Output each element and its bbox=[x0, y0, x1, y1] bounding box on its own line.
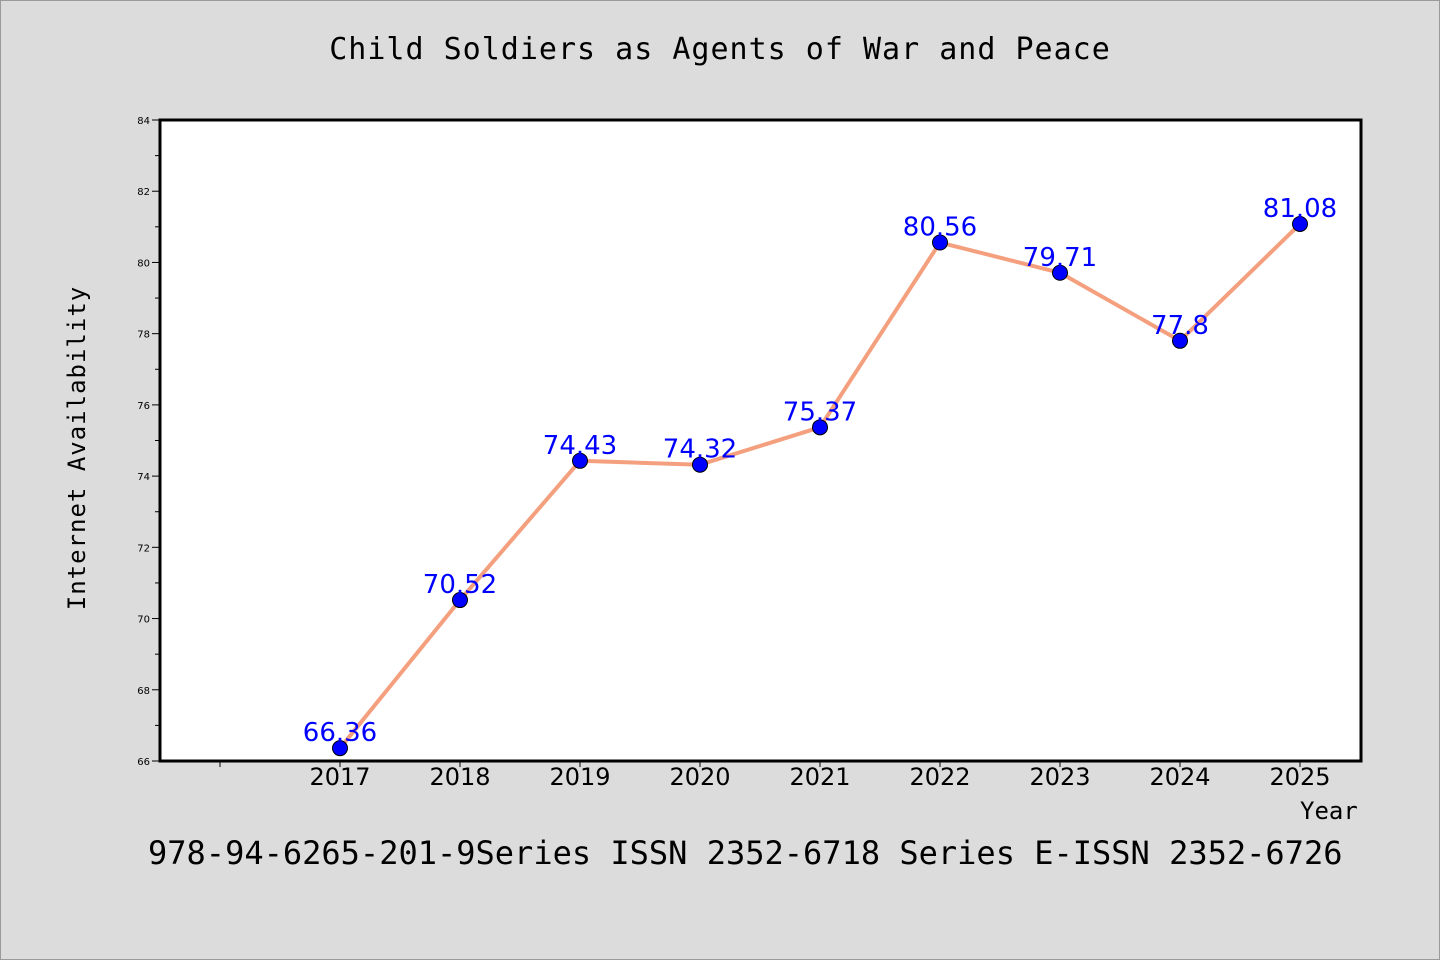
y-tick-label: 70 bbox=[137, 615, 150, 626]
data-point bbox=[1172, 332, 1188, 349]
x-tick-label: 2017 bbox=[309, 763, 370, 791]
x-axis-label: Year bbox=[1300, 797, 1358, 825]
data-point bbox=[452, 592, 468, 609]
data-point bbox=[572, 452, 588, 469]
x-tick-label: 2024 bbox=[1149, 763, 1210, 791]
y-tick-label: 78 bbox=[137, 330, 150, 341]
data-point bbox=[1052, 264, 1068, 281]
data-point bbox=[1292, 215, 1308, 232]
y-tick-label: 68 bbox=[137, 686, 150, 697]
x-tick-label: 2022 bbox=[909, 763, 970, 791]
y-tick-label: 76 bbox=[137, 401, 150, 412]
x-tick-label: 2020 bbox=[669, 763, 730, 791]
data-label: 74.32 bbox=[663, 435, 737, 465]
y-tick-label: 74 bbox=[137, 472, 150, 483]
plot-area bbox=[158, 118, 1363, 763]
y-tick-label: 84 bbox=[137, 116, 150, 127]
footer-note: 978-94-6265-201-9Series ISSN 2352-6718 S… bbox=[148, 834, 1343, 872]
data-label: 81.08 bbox=[1263, 194, 1337, 224]
y-axis: 66 68 70 72 74 76 78 80 82 84 bbox=[137, 116, 160, 768]
data-label: 77.8 bbox=[1151, 311, 1209, 341]
data-label: 74.43 bbox=[543, 431, 617, 461]
y-tick-label: 66 bbox=[137, 757, 150, 768]
x-tick-label: 2018 bbox=[429, 763, 490, 791]
data-label: 66.36 bbox=[303, 718, 377, 748]
series-points-group bbox=[332, 215, 1308, 757]
x-tick-label: 2023 bbox=[1029, 763, 1090, 791]
data-point bbox=[812, 419, 828, 436]
data-point bbox=[932, 234, 948, 251]
data-point bbox=[692, 456, 708, 473]
x-tick-label: 2019 bbox=[549, 763, 610, 791]
data-point bbox=[332, 740, 348, 757]
data-label: 70.52 bbox=[423, 570, 497, 600]
data-label: 80.56 bbox=[903, 213, 977, 243]
x-tick-label: 2021 bbox=[789, 763, 850, 791]
x-axis: 2017 2018 2019 2020 2021 2022 2023 2024 2025 bbox=[219, 761, 1331, 791]
x-tick-label: 2025 bbox=[1269, 763, 1330, 791]
y-tick-label: 80 bbox=[137, 258, 150, 269]
y-tick-label: 72 bbox=[137, 543, 150, 554]
data-label: 75.37 bbox=[783, 397, 857, 427]
chart-title: Child Soldiers as Agents of War and Peac… bbox=[329, 32, 1111, 67]
data-label: 79.71 bbox=[1023, 243, 1097, 273]
data-labels-group: 66.36 70.52 74.43 74.32 75.37 80.56 79.71 77.8 8… bbox=[303, 194, 1337, 748]
y-tick-label: 82 bbox=[137, 187, 150, 198]
